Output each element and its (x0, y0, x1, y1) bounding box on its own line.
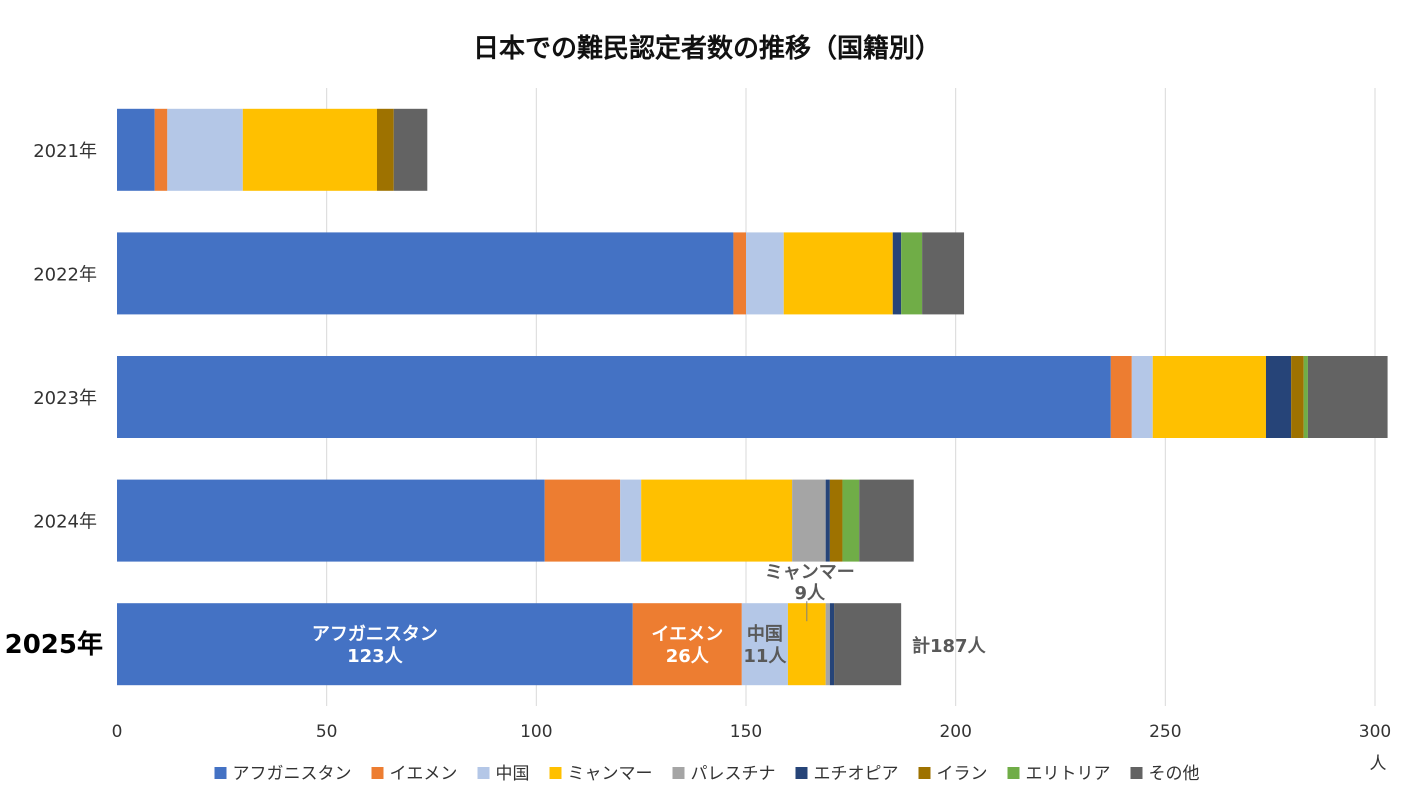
bar-segment (632, 603, 742, 686)
y-category-label: 2024年 (33, 512, 97, 533)
bar-segment (117, 603, 633, 686)
bar-segment (1110, 356, 1132, 438)
legend-label: 中国 (496, 764, 530, 784)
total-label: 計187人 (912, 635, 987, 657)
bars (117, 108, 1388, 686)
data-label: 26人 (666, 646, 710, 667)
legend-swatch (371, 767, 384, 779)
legend-swatch (795, 767, 808, 779)
legend-label: その他 (1149, 764, 1200, 784)
data-label: 中国 (747, 623, 783, 645)
y-axis-labels: 2021年 2022年 2023年 2024年 2025年 (5, 141, 103, 660)
bar-segment (922, 232, 965, 315)
bar-segment (783, 232, 893, 315)
x-axis-labels: 0 50 100 150 200 250 300 (112, 722, 1392, 742)
bar-segment (1152, 356, 1266, 438)
y-category-label: 2025年 (5, 629, 103, 660)
x-axis-unit: 人 (1370, 754, 1387, 774)
legend-label: エリトリア (1026, 764, 1111, 784)
bar-segment (1307, 356, 1388, 438)
bar-segment (792, 479, 826, 562)
legend-label: ミャンマー (568, 764, 653, 784)
legend-swatch (672, 767, 685, 779)
bar-segment (376, 108, 394, 191)
data-label: 9人 (795, 583, 827, 604)
bar-segment (242, 108, 377, 191)
bar-segment (641, 479, 793, 562)
bar-segment (117, 232, 734, 315)
data-label: 11人 (743, 646, 787, 667)
bar-segment (167, 108, 243, 191)
bar-segment (842, 479, 860, 562)
legend-swatch (549, 767, 562, 779)
legend-swatch (1007, 767, 1020, 779)
x-tick-label: 250 (1149, 722, 1181, 742)
legend-label: イエメン (390, 764, 458, 784)
chart-title: 日本での難民認定者数の推移（国籍別） (473, 33, 941, 64)
bar-segment (825, 603, 830, 686)
x-tick-label: 200 (939, 722, 971, 742)
bar-segment (544, 479, 621, 562)
bar-segment (829, 479, 843, 562)
legend-label: イラン (937, 764, 988, 784)
x-tick-label: 150 (730, 722, 762, 742)
bar-segment (746, 232, 784, 315)
data-label: ミャンマー (765, 562, 855, 583)
bar-segment (154, 108, 168, 191)
legend-label: パレスチナ (691, 764, 776, 784)
bar-segment (1131, 356, 1153, 438)
bar-segment (393, 108, 428, 191)
data-label: アフガニスタン (312, 624, 438, 645)
x-tick-label: 50 (316, 722, 338, 742)
legend-swatch (1130, 767, 1143, 779)
bar-segment (117, 356, 1111, 438)
bar-segment (117, 108, 155, 191)
legend: アフガニスタン イエメン 中国 ミャンマー パレスチナ エチオピア イラン エリトリア その他 (214, 764, 1200, 784)
legend-swatch (214, 767, 227, 779)
legend-swatch (918, 767, 931, 779)
legend-label: エチオピア (814, 764, 899, 784)
bar-segment (901, 232, 923, 315)
data-label: 123人 (347, 646, 404, 667)
y-category-label: 2022年 (33, 264, 97, 285)
y-category-label: 2021年 (33, 141, 97, 162)
x-tick-label: 300 (1359, 722, 1391, 742)
bar-segment (825, 479, 830, 562)
bar-segment (733, 232, 746, 315)
data-label: イエメン (651, 624, 723, 645)
x-tick-label: 100 (520, 722, 552, 742)
legend-swatch (477, 767, 490, 779)
bar-segment (1291, 356, 1304, 438)
bar-segment (1303, 356, 1308, 438)
y-category-label: 2023年 (33, 388, 97, 409)
bar-segment (892, 232, 902, 315)
bar-segment (829, 603, 835, 686)
bar-segment (834, 603, 902, 686)
legend-label: アフガニスタン (233, 764, 352, 784)
x-tick-label: 0 (112, 722, 123, 742)
bar-segment (859, 479, 914, 562)
bar-segment (1265, 356, 1292, 438)
bar-segment (117, 479, 545, 562)
bar-segment (620, 479, 642, 562)
bar-segment (741, 603, 788, 686)
